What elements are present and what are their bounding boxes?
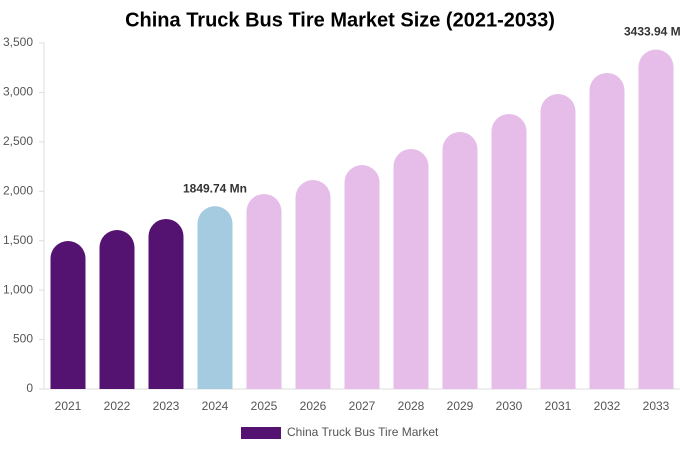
y-tick-label: 1,500 [3,233,33,247]
y-tick-label: 3,500 [3,35,33,49]
chart-title: China Truck Bus Tire Market Size (2021-2… [125,9,555,31]
x-tick-label: 2023 [153,399,180,413]
x-tick-label: 2021 [55,399,82,413]
x-tick-label: 2026 [300,399,327,413]
bar [148,218,184,389]
bar [99,230,135,389]
x-tick-label: 2025 [251,399,278,413]
bar [246,193,282,389]
legend-swatch [241,427,281,439]
value-label: 3433.94 Mn [624,25,680,39]
x-tick-label: 2024 [202,399,229,413]
bar [442,131,478,389]
bar [540,94,576,389]
bar [589,72,625,390]
bar [638,49,674,389]
x-tick-label: 2032 [594,399,621,413]
bar [491,113,527,389]
x-tick-label: 2022 [104,399,131,413]
y-tick-label: 2,500 [3,134,33,148]
x-tick-label: 2027 [349,399,376,413]
value-label: 1849.74 Mn [183,181,247,195]
bar [344,164,380,389]
bar [393,148,429,389]
y-tick-label: 0 [26,381,33,395]
bar [197,206,233,389]
x-tick-label: 2028 [398,399,425,413]
bar [50,241,86,389]
x-tick-label: 2029 [447,399,474,413]
y-tick-label: 2,000 [3,183,33,197]
y-tick-label: 3,000 [3,85,33,99]
x-tick-label: 2030 [496,399,523,413]
y-tick-label: 500 [13,332,33,346]
legend-label: China Truck Bus Tire Market [287,425,439,439]
y-tick-label: 1,000 [3,282,33,296]
x-tick-label: 2031 [545,399,572,413]
x-tick-label: 2033 [643,399,670,413]
bar [295,180,331,389]
